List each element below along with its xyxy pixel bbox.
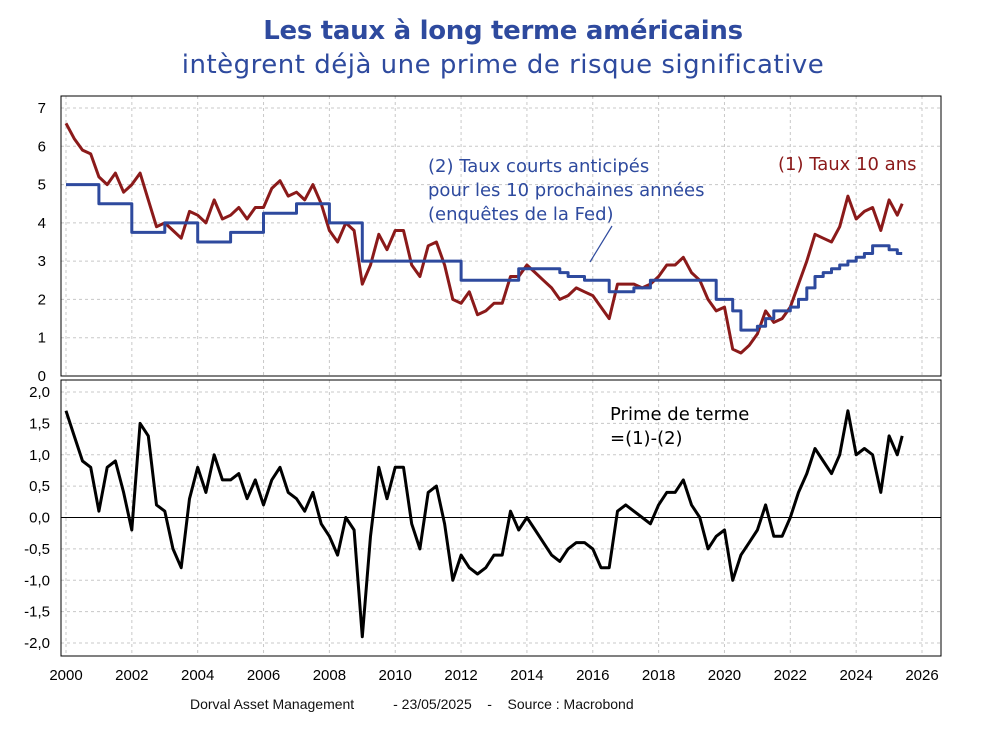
x-tick-label: 2010	[379, 667, 412, 684]
x-tick-label: 2012	[444, 667, 477, 684]
x-tick-label: 2006	[247, 667, 280, 684]
annotation-expected-line2: pour les 10 prochaines années	[428, 180, 705, 201]
top-panel-frame	[60, 95, 942, 377]
footer-date: - 23/05/2025	[393, 696, 472, 712]
y-tick-label-bottom: -0,5	[24, 541, 50, 558]
y-tick-label-top: 5	[38, 177, 46, 194]
annotation-expected-leader	[589, 225, 613, 263]
x-tick-label: 2000	[49, 667, 82, 684]
series-line-expected	[66, 183, 903, 332]
footer-sep: -	[487, 696, 492, 712]
x-tick-label: 2018	[642, 667, 675, 684]
y-tick-label-top: 2	[38, 291, 46, 308]
y-tick-label-bottom: 2,0	[29, 384, 50, 401]
x-tick-label: 2026	[905, 667, 938, 684]
series-line-premium	[64, 409, 904, 639]
chart-title-line1: Les taux à long terme américains	[263, 16, 743, 46]
x-tick-label: 2002	[115, 667, 148, 684]
annotation-ten-year: (1) Taux 10 ans	[778, 154, 917, 175]
annotation-expected-line1: (2) Taux courts anticipés	[428, 156, 649, 177]
x-tick-label: 2016	[576, 667, 609, 684]
y-tick-label-top: 0	[38, 368, 46, 385]
y-tick-label-bottom: -1,5	[24, 604, 50, 621]
x-tick-label: 2024	[839, 667, 872, 684]
series-line-ten_year	[64, 122, 904, 355]
y-tick-label-bottom: -2,0	[24, 635, 50, 652]
x-tick-label: 2014	[510, 667, 543, 684]
chart-title-line2: intègrent déjà une prime de risque signi…	[181, 50, 825, 80]
annotation-premium-line1: Prime de terme	[610, 404, 749, 425]
y-tick-label-bottom: 1,0	[29, 447, 50, 464]
y-tick-label-bottom: 0,5	[29, 478, 50, 495]
x-tick-label: 2022	[774, 667, 807, 684]
y-tick-label-bottom: 1,5	[29, 415, 50, 432]
footer-author: Dorval Asset Management	[190, 696, 355, 712]
top-panel-grid	[61, 96, 941, 376]
y-tick-label-bottom: -1,0	[24, 572, 50, 589]
series-group	[64, 122, 904, 639]
footer: Dorval Asset Management - 23/05/2025 - S…	[190, 696, 634, 712]
x-tick-label: 2004	[181, 667, 214, 684]
x-tick-label: 2020	[708, 667, 741, 684]
bottom-panel-frame	[60, 379, 942, 657]
y-tick-label-top: 6	[38, 138, 46, 155]
annotation-expected-line3: (enquêtes de la Fed)	[428, 204, 614, 225]
annotation-premium-line2: =(1)-(2)	[610, 428, 683, 449]
y-tick-label-top: 1	[38, 330, 46, 347]
y-tick-label-top: 4	[38, 215, 46, 232]
tick-labels: 2000 2002 2004 2006 2008 2010 2012 2014 2016 2018…	[24, 100, 939, 684]
x-tick-label: 2008	[313, 667, 346, 684]
y-tick-label-bottom: 0,0	[29, 510, 50, 527]
bottom-panel-grid	[61, 380, 941, 656]
y-tick-label-top: 7	[38, 100, 46, 117]
footer-source: Source : Macrobond	[507, 696, 634, 712]
y-tick-label-top: 3	[38, 253, 46, 270]
